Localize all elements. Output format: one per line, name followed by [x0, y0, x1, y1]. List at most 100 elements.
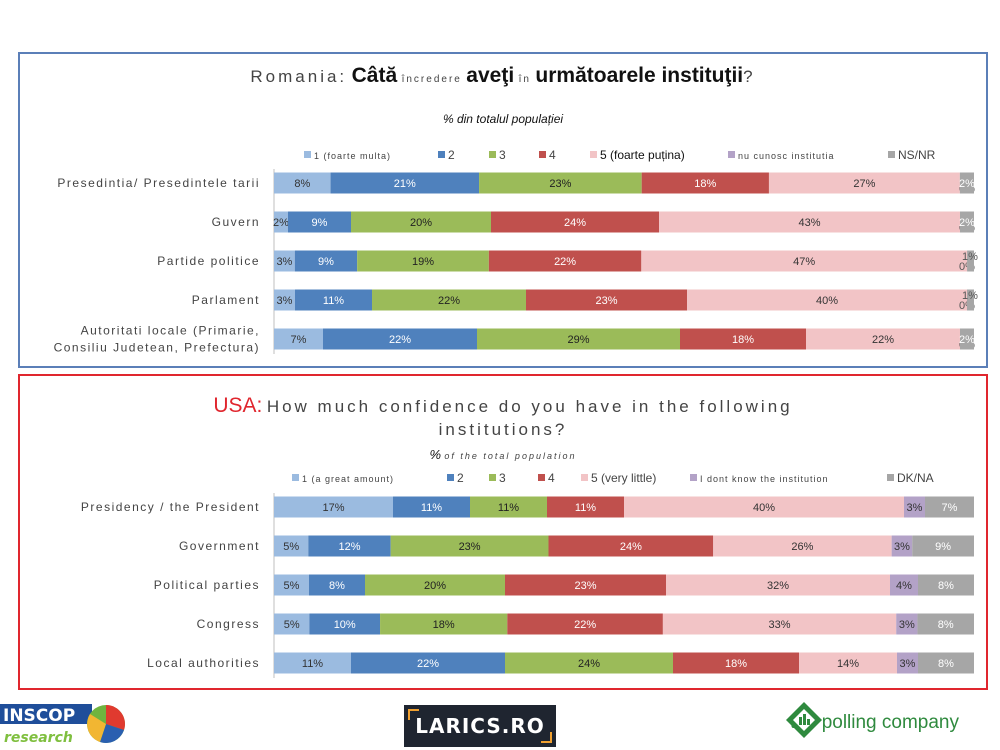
us-legend-label-2: 3 [499, 471, 506, 485]
us-data-label-r0-s0: 17% [322, 502, 344, 514]
us-legend-swatch-3 [538, 474, 545, 481]
us-legend-swatch-5 [690, 474, 697, 481]
ro-data-label-r4-s0: 7% [291, 334, 307, 346]
us-legend-swatch-1 [447, 474, 454, 481]
ro-data-label-r4-s4: 22% [872, 334, 894, 346]
ro-legend-label-1: 2 [448, 148, 455, 162]
us-legend-label-3: 4 [548, 471, 555, 485]
romania-panel: Romania: Câtă încredere aveţi în următoa… [18, 52, 988, 368]
us-bar-r1-s0 [274, 535, 309, 557]
us-data-label-r2-s2: 20% [424, 580, 446, 592]
ro-data-label-r0-s3: 18% [694, 178, 716, 190]
usa-subtitle: % of the total population [20, 447, 986, 462]
ro-bar-r1-s3 [491, 211, 659, 233]
ro-bar-r1-s6 [960, 211, 974, 233]
ro-data-label-r3-s6: 1% [962, 290, 978, 302]
ro-legend-swatch-1 [438, 151, 445, 158]
us-bar-r3-s1 [309, 613, 381, 635]
us-data-label-r2-s4: 32% [767, 580, 789, 592]
usa-title-text2: institutions? [438, 420, 568, 439]
ro-bar-r3-s4 [687, 289, 967, 311]
us-data-label-r4-s0: 11% [302, 658, 323, 670]
ro-bar-r4-s0 [274, 328, 323, 350]
ro-bar-r0-s3 [641, 172, 769, 194]
us-legend-label-5: I dont know the institution [700, 474, 829, 484]
ro-data-label-r0-s6: 2% [959, 178, 975, 190]
usa-title-text1: How much confidence do you have in the f… [266, 397, 793, 416]
ro-bar-r0-s4 [768, 172, 960, 194]
us-data-label-r3-s4: 33% [769, 619, 791, 631]
romania-title: Romania: Câtă încredere aveţi în următoa… [20, 64, 986, 88]
inscop-logo: INSCOP research [0, 700, 130, 748]
us-legend-swatch-4 [581, 474, 588, 481]
us-bar-r4-s2 [505, 652, 673, 674]
us-bar-r2-s2 [365, 574, 505, 596]
ro-bar-r3-s1 [295, 289, 372, 311]
us-legend-swatch-0 [292, 474, 299, 481]
us-bar-r3-s0 [274, 613, 310, 635]
us-data-label-r1-s0: 5% [283, 541, 299, 553]
ro-data-label-r0-s2: 23% [549, 178, 571, 190]
us-bar-r0-s2 [470, 496, 547, 518]
ro-legend-swatch-0 [304, 151, 311, 158]
ro-data-label-r2-s1: 9% [318, 256, 334, 268]
ro-bar-r0-s1 [330, 172, 480, 194]
ro-data-label-r2-s3: 22% [554, 256, 576, 268]
usa-subtitle-pct: % [429, 447, 442, 462]
ro-legend-label-6: NS/NR [898, 148, 936, 162]
romania-title-word3: aveţi [466, 64, 515, 87]
polling-diamond-icon [786, 702, 822, 738]
ro-bar-r4-s1 [323, 328, 477, 350]
us-bar-r4-s1 [351, 652, 505, 674]
us-data-label-r1-s4: 26% [791, 541, 813, 553]
us-legend-label-6: DK/NA [897, 471, 934, 485]
ro-data-label-r1-s4: 43% [798, 217, 820, 229]
larics-logo: LARICS.RO [404, 705, 556, 747]
us-data-label-r2-s5: 4% [896, 580, 912, 592]
us-bar-r1-s2 [390, 535, 549, 557]
us-bar-r2-s4 [666, 574, 890, 596]
usa-title-line2: institutions? [20, 420, 986, 440]
inscop-top-text: INSCOP [3, 706, 75, 726]
romania-subtitle: % din totalul populației [442, 112, 564, 126]
romania-title-prefix: Romania: [250, 67, 348, 86]
us-bar-r4-s6 [918, 652, 974, 674]
us-legend-swatch-6 [887, 474, 894, 481]
ro-category-label-4-1: Consiliu Judetean, Prefectura) [54, 341, 260, 355]
us-data-label-r3-s0: 5% [284, 619, 300, 631]
ro-bar-r1-s1 [288, 211, 351, 233]
us-bar-r0-s5 [904, 496, 925, 518]
us-data-label-r0-s3: 11% [575, 502, 596, 514]
ro-data-label-r0-s1: 21% [394, 178, 416, 190]
ro-data-label-r3-s2: 22% [438, 295, 460, 307]
us-bar-r4-s4 [799, 652, 897, 674]
inscop-bottom-text: research [4, 730, 73, 746]
us-data-label-r0-s5: 3% [907, 502, 923, 514]
us-data-label-r3-s3: 22% [574, 619, 596, 631]
ro-bar-r4-s2 [477, 328, 680, 350]
us-data-label-r4-s2: 24% [578, 658, 600, 670]
us-data-label-r4-s4: 14% [837, 658, 859, 670]
us-bar-r2-s6 [918, 574, 974, 596]
ro-data-label-r2-s0: 3% [276, 256, 292, 268]
usa-subtitle-text: of the total population [444, 451, 577, 461]
us-data-label-r4-s6: 8% [938, 658, 954, 670]
ro-category-label-0: Presedintia/ Presedintele tarii [57, 176, 260, 190]
us-bar-r0-s0 [274, 496, 393, 518]
ro-bar-r1-s0 [274, 211, 288, 233]
ro-bar-r3-s0 [274, 289, 295, 311]
us-data-label-r0-s6: 7% [942, 502, 958, 514]
ro-data-label-r1-s1: 9% [312, 217, 328, 229]
ro-bar-r0-s6 [959, 172, 974, 194]
ro-bar-r4-s3 [680, 328, 806, 350]
ro-bar-r4-s4 [806, 328, 960, 350]
ro-data-label-r4-s1: 22% [389, 334, 411, 346]
ro-bar-r2-s1 [294, 250, 358, 272]
us-bar-r3-s2 [380, 613, 508, 635]
ro-bar-r4-s6 [960, 328, 974, 350]
ro-data-label-r4-s3: 18% [732, 334, 754, 346]
ro-data-label-r4-s6: 2% [959, 334, 975, 346]
us-bar-r2-s0 [274, 574, 309, 596]
us-category-label-2: Political parties [154, 578, 260, 592]
